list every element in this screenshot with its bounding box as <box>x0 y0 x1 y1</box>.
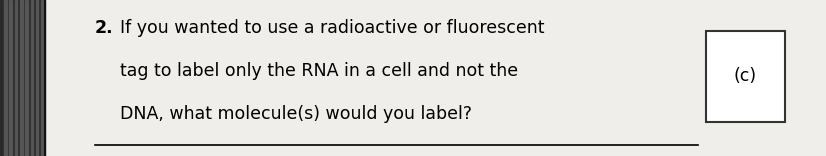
Bar <box>36 0 39 156</box>
Bar <box>41 0 44 156</box>
Bar <box>20 0 22 156</box>
Bar <box>0 0 45 156</box>
FancyBboxPatch shape <box>706 31 785 122</box>
Bar <box>31 0 33 156</box>
Text: 2.: 2. <box>95 19 114 37</box>
Text: If you wanted to use a radioactive or fluorescent: If you wanted to use a radioactive or fl… <box>120 19 544 37</box>
Bar <box>15 0 17 156</box>
Text: DNA, what molecule(s) would you label?: DNA, what molecule(s) would you label? <box>120 105 472 122</box>
Bar <box>4 0 7 156</box>
Text: (c): (c) <box>734 67 757 85</box>
Bar <box>26 0 28 156</box>
Text: tag to label only the RNA in a cell and not the: tag to label only the RNA in a cell and … <box>120 62 518 80</box>
Bar <box>9 0 12 156</box>
